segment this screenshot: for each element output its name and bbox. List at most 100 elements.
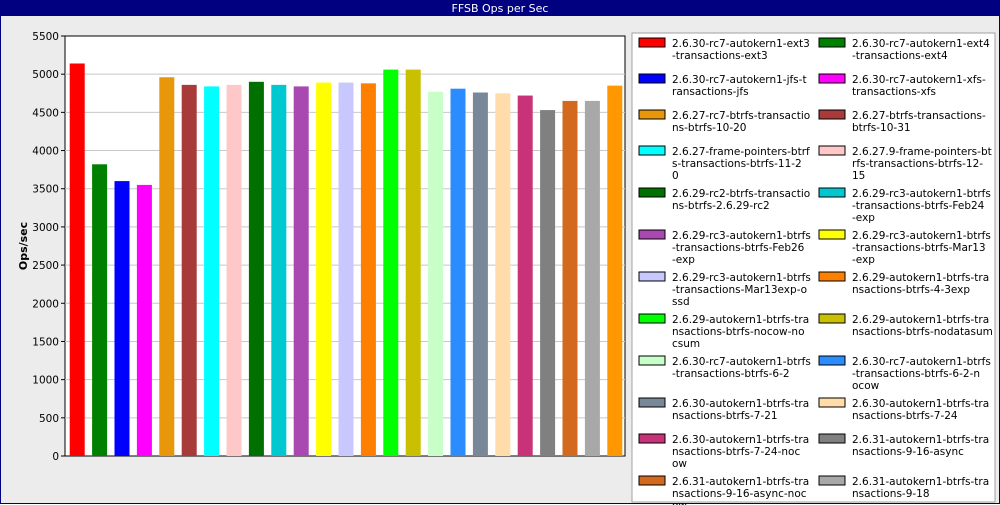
legend-label: -transactions-Mar13exp-o (672, 284, 807, 296)
legend-label: 2.6.30-autokern1-btrfs-tra (672, 398, 809, 410)
legend-label: nsactions-btrfs-4-3exp (852, 284, 970, 296)
legend-label: 0 (672, 170, 679, 182)
y-tick-label: 3500 (32, 184, 59, 196)
y-tick-label: 5500 (32, 31, 59, 43)
legend-label: nsactions-9-18 (852, 488, 930, 500)
legend-swatch (639, 356, 665, 365)
legend-label: 2.6.30-autokern1-btrfs-tra (852, 398, 989, 410)
legend-label: 2.6.29-autokern1-btrfs-tra (672, 314, 809, 326)
legend-label: nsactions-btrfs-nocow-no (672, 326, 805, 338)
bar (137, 185, 152, 456)
bar (540, 110, 555, 456)
legend-label: 2.6.27.9-frame-pointers-bt (852, 146, 992, 158)
legend-label: 2.6.29-autokern1-btrfs-tra (852, 272, 989, 284)
legend-label: 2.6.31-autokern1-btrfs-tra (672, 476, 809, 488)
legend-label: btrfs-10-31 (852, 122, 911, 134)
bar (563, 101, 578, 456)
y-axis-label: Ops/sec (17, 222, 30, 270)
legend-swatch (639, 314, 665, 323)
legend-label: 2.6.30-rc7-autokern1-ext3 (672, 38, 810, 50)
bar (518, 96, 533, 456)
legend-label: 2.6.30-rc7-autokern1-xfs- (852, 74, 986, 86)
y-tick-label: 4500 (32, 107, 59, 119)
y-tick-label: 2500 (32, 260, 59, 272)
bar (495, 93, 510, 456)
legend-label: rfs-transactions-btrfs-12- (852, 158, 983, 170)
legend-label: -transactions-btrfs-Feb24 (852, 200, 985, 212)
legend-label: ssd (672, 296, 690, 308)
bar (249, 82, 264, 456)
legend-label: -transactions-btrfs-6-2-n (852, 368, 980, 380)
y-tick-label: 0 (52, 451, 59, 463)
bar (406, 70, 421, 456)
legend-label: 2.6.31-autokern1-btrfs-tra (852, 434, 989, 446)
legend-label: 2.6.29-autokern1-btrfs-tra (852, 314, 989, 326)
legend-label: 2.6.31-autokern1-btrfs-tra (852, 476, 989, 488)
y-tick-label: 1500 (32, 336, 59, 348)
legend-label: nsactions-btrfs-nodatasum (852, 326, 993, 338)
legend-label: -transactions-btrfs-6-2 (672, 368, 790, 380)
legend-swatch (819, 110, 845, 119)
legend-label: 2.6.30-rc7-autokern1-jfs-t (672, 74, 807, 86)
legend-swatch (639, 74, 665, 83)
legend-label: 2.6.30-rc7-autokern1-ext4 (852, 38, 990, 50)
legend-label: nsactions-9-16-async-noc (672, 488, 807, 500)
legend-label: 2.6.30-rc7-autokern1-btrfs (852, 356, 991, 368)
legend-swatch (819, 74, 845, 83)
legend-label: ns-btrfs-10-20 (672, 122, 746, 134)
bar (182, 85, 197, 456)
legend-swatch (819, 38, 845, 47)
legend-label: ow (672, 500, 687, 505)
legend-label: ocow (852, 380, 880, 392)
bar (383, 70, 398, 456)
bar (339, 83, 354, 456)
legend-swatch (639, 398, 665, 407)
legend-label: nsactions-btrfs-7-24 (852, 410, 958, 422)
legend-label: 2.6.27-rc7-btrfs-transactio (672, 110, 810, 122)
y-tick-label: 5000 (32, 69, 59, 81)
legend-swatch (639, 188, 665, 197)
bar (361, 83, 376, 456)
legend-label: 2.6.27-frame-pointers-btrf (672, 146, 810, 158)
legend-label: -transactions-ext3 (672, 50, 768, 62)
legend-label: ns-btrfs-2.6.29-rc2 (672, 200, 770, 212)
legend-swatch (819, 434, 845, 443)
bar (585, 101, 600, 456)
legend-swatch (639, 476, 665, 485)
legend-swatch (639, 146, 665, 155)
y-tick-label: 500 (39, 413, 59, 425)
legend-label: 2.6.29-rc3-autokern1-btrfs (852, 188, 991, 200)
legend-label: 2.6.29-rc3-autokern1-btrfs (672, 230, 811, 242)
legend-swatch (639, 110, 665, 119)
bar (227, 85, 242, 456)
legend-label: -transactions-ext4 (852, 50, 948, 62)
y-tick-label: 1000 (32, 375, 59, 387)
legend-swatch (639, 272, 665, 281)
legend-label: 2.6.29-rc2-btrfs-transactio (672, 188, 810, 200)
legend-swatch (819, 188, 845, 197)
legend-label: nsactions-btrfs-7-21 (672, 410, 778, 422)
legend-label: ow (672, 458, 687, 470)
legend-label: -exp (852, 212, 875, 224)
legend-label: s-transactions-btrfs-11-2 (672, 158, 802, 170)
bar (607, 86, 622, 456)
bar (428, 92, 443, 456)
legend-swatch (819, 146, 845, 155)
legend-swatch (819, 356, 845, 365)
legend-label: csum (672, 338, 700, 350)
legend-swatch (819, 230, 845, 239)
legend-swatch (819, 272, 845, 281)
legend-label: 2.6.29-rc3-autokern1-btrfs (852, 230, 991, 242)
legend-label: -exp (852, 254, 875, 266)
legend-label: nsactions-btrfs-7-24-noc (672, 446, 800, 458)
bar (92, 164, 107, 456)
bar (473, 93, 488, 456)
bar (316, 83, 331, 456)
legend-label: 2.6.29-rc3-autokern1-btrfs (672, 272, 811, 284)
legend-swatch (639, 434, 665, 443)
legend-label: -exp (672, 254, 695, 266)
legend-swatch (819, 314, 845, 323)
legend-swatch (819, 476, 845, 485)
legend-label: nsactions-9-16-async (852, 446, 964, 458)
